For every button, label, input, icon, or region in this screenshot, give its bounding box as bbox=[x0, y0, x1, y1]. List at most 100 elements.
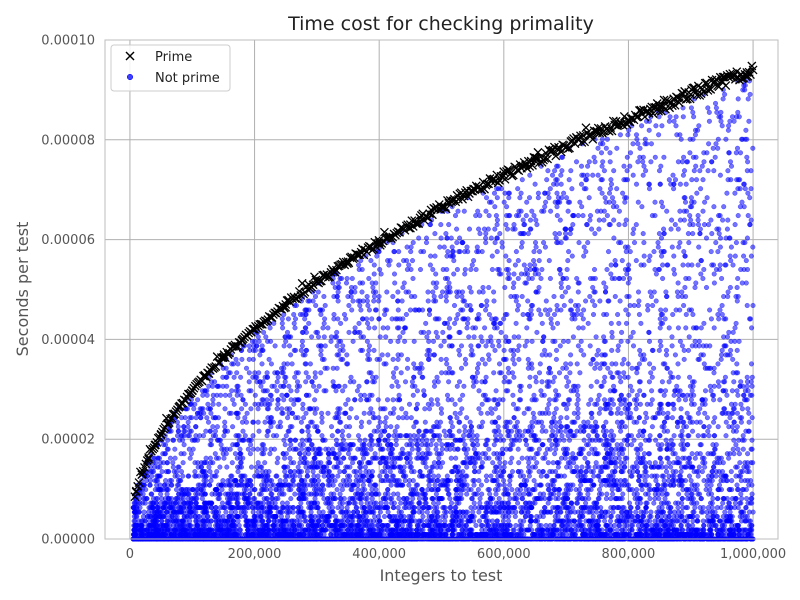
not-prime-point bbox=[718, 235, 724, 241]
not-prime-point bbox=[344, 482, 350, 488]
not-prime-point bbox=[361, 334, 367, 340]
not-prime-point bbox=[700, 352, 706, 358]
not-prime-point bbox=[644, 401, 650, 407]
not-prime-point bbox=[233, 356, 239, 362]
not-prime-point bbox=[744, 383, 750, 389]
not-prime-point bbox=[294, 388, 300, 394]
not-prime-point bbox=[664, 455, 670, 461]
not-prime-point bbox=[510, 356, 516, 362]
not-prime-point bbox=[688, 478, 694, 484]
not-prime-point bbox=[695, 213, 701, 219]
not-prime-point bbox=[697, 419, 703, 425]
not-prime-point bbox=[371, 298, 377, 304]
not-prime-point bbox=[659, 123, 665, 129]
not-prime-point bbox=[433, 446, 439, 452]
not-prime-point bbox=[745, 406, 751, 412]
not-prime-point bbox=[516, 343, 522, 349]
not-prime-point bbox=[360, 473, 366, 479]
not-prime-point bbox=[680, 262, 686, 268]
not-prime-point bbox=[671, 406, 677, 412]
not-prime-point bbox=[745, 379, 751, 385]
not-prime-point bbox=[367, 356, 373, 362]
not-prime-point bbox=[567, 397, 573, 403]
not-prime-point bbox=[682, 253, 688, 259]
not-prime-point bbox=[212, 428, 218, 434]
not-prime-point bbox=[645, 303, 651, 309]
not-prime-point bbox=[369, 496, 375, 502]
not-prime-point bbox=[547, 186, 553, 192]
not-prime-point bbox=[531, 213, 537, 219]
not-prime-point bbox=[292, 491, 298, 497]
not-prime-point bbox=[673, 114, 679, 120]
not-prime-point bbox=[207, 523, 213, 529]
not-prime-point bbox=[397, 334, 403, 340]
not-prime-point bbox=[302, 352, 308, 358]
not-prime-point bbox=[681, 249, 687, 255]
not-prime-point bbox=[706, 141, 712, 147]
not-prime-point bbox=[396, 415, 402, 421]
not-prime-point bbox=[435, 401, 441, 407]
not-prime-point bbox=[675, 374, 681, 380]
not-prime-point bbox=[467, 226, 473, 232]
not-prime-point bbox=[670, 312, 676, 318]
not-prime-point bbox=[408, 294, 414, 300]
not-prime-point bbox=[373, 289, 379, 295]
not-prime-point bbox=[411, 338, 417, 344]
not-prime-point bbox=[634, 487, 640, 493]
not-prime-point bbox=[596, 392, 602, 398]
not-prime-point bbox=[607, 150, 613, 156]
not-prime-point bbox=[579, 204, 585, 210]
not-prime-point bbox=[462, 428, 468, 434]
not-prime-point bbox=[203, 428, 209, 434]
not-prime-point bbox=[165, 437, 171, 443]
not-prime-point bbox=[359, 289, 365, 295]
not-prime-point bbox=[611, 383, 617, 389]
not-prime-point bbox=[344, 464, 350, 470]
not-prime-point bbox=[653, 123, 659, 129]
not-prime-point bbox=[626, 262, 632, 268]
not-prime-point bbox=[383, 500, 389, 506]
not-prime-point bbox=[464, 491, 470, 497]
not-prime-point bbox=[324, 365, 330, 371]
not-prime-point bbox=[374, 428, 380, 434]
not-prime-point bbox=[420, 514, 426, 520]
not-prime-point bbox=[499, 446, 505, 452]
not-prime-point bbox=[694, 482, 700, 488]
not-prime-point bbox=[731, 118, 737, 124]
not-prime-point bbox=[290, 505, 296, 511]
not-prime-point bbox=[615, 347, 621, 353]
not-prime-point bbox=[364, 338, 370, 344]
not-prime-point bbox=[545, 500, 551, 506]
not-prime-point bbox=[272, 370, 278, 376]
not-prime-point bbox=[424, 437, 430, 443]
not-prime-point bbox=[503, 419, 509, 425]
not-prime-point bbox=[320, 325, 326, 331]
not-prime-point bbox=[565, 460, 571, 466]
not-prime-point bbox=[298, 419, 304, 425]
not-prime-point bbox=[384, 289, 390, 295]
not-prime-point bbox=[739, 406, 745, 412]
not-prime-point bbox=[603, 285, 609, 291]
not-prime-point bbox=[396, 392, 402, 398]
not-prime-point bbox=[734, 114, 740, 120]
not-prime-point bbox=[602, 518, 608, 524]
not-prime-point bbox=[474, 491, 480, 497]
not-prime-point bbox=[749, 491, 755, 497]
not-prime-point bbox=[591, 154, 597, 160]
not-prime-point bbox=[661, 473, 667, 479]
not-prime-point bbox=[264, 374, 270, 380]
not-prime-point bbox=[750, 303, 756, 309]
not-prime-point bbox=[340, 388, 346, 394]
not-prime-point bbox=[633, 509, 639, 515]
not-prime-point bbox=[671, 392, 677, 398]
not-prime-point bbox=[655, 244, 661, 250]
not-prime-point bbox=[553, 356, 559, 362]
not-prime-point bbox=[282, 374, 288, 380]
not-prime-point bbox=[513, 424, 519, 430]
not-prime-point bbox=[284, 500, 290, 506]
not-prime-point bbox=[445, 392, 451, 398]
not-prime-point bbox=[715, 145, 721, 151]
not-prime-point bbox=[220, 451, 226, 457]
not-prime-point bbox=[533, 244, 539, 250]
not-prime-point bbox=[613, 464, 619, 470]
